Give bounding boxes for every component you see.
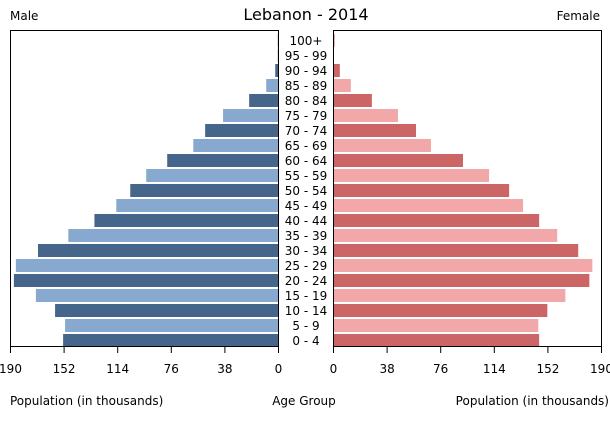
female-bar-0-4 — [333, 334, 540, 347]
male-bar-35-39 — [68, 229, 279, 242]
x-axis-label-center: Age Group — [272, 394, 336, 408]
male-bar-85-89 — [266, 79, 279, 92]
female-bar-45-49 — [333, 199, 524, 212]
age-group-label: 0 - 4 — [292, 334, 319, 348]
age-group-label: 80 - 84 — [285, 94, 328, 108]
female-bar-30-34 — [333, 244, 579, 257]
female-tick-label: 76 — [433, 362, 448, 376]
age-group-label: 100+ — [290, 34, 323, 48]
male-tick-label: 152 — [53, 362, 76, 376]
female-bar-35-39 — [333, 229, 558, 242]
x-axis-label-right: Population (in thousands) — [456, 394, 609, 408]
age-group-label: 60 - 64 — [285, 154, 328, 168]
age-group-label: 5 - 9 — [292, 319, 319, 333]
male-bar-15-19 — [35, 289, 279, 302]
male-bar-40-44 — [94, 214, 279, 227]
male-bar-70-74 — [205, 124, 279, 137]
male-bar-10-14 — [55, 304, 279, 317]
age-group-label: 25 - 29 — [285, 259, 328, 273]
male-bar-30-34 — [38, 244, 279, 257]
age-group-label: 90 - 94 — [285, 64, 328, 78]
female-bar-50-54 — [333, 184, 510, 197]
age-group-label: 45 - 49 — [285, 199, 328, 213]
age-group-label: 85 - 89 — [285, 79, 328, 93]
female-bar-40-44 — [333, 214, 540, 227]
female-plot-frame — [333, 30, 602, 347]
male-plot-frame — [10, 30, 279, 347]
female-bar-65-69 — [333, 139, 431, 152]
age-group-label: 10 - 14 — [285, 304, 328, 318]
male-bar-55-59 — [146, 169, 279, 182]
female-bar-75-79 — [333, 109, 398, 122]
female-bar-10-14 — [333, 304, 548, 317]
female-label: Female — [557, 9, 600, 23]
female-bar-70-74 — [333, 124, 417, 137]
male-bar-5-9 — [65, 319, 279, 332]
female-bar-60-64 — [333, 154, 463, 167]
male-label: Male — [10, 9, 38, 23]
chart-title: Lebanon - 2014 — [243, 5, 368, 24]
male-tick-label: 0 — [275, 362, 283, 376]
male-tick-label: 114 — [106, 362, 129, 376]
female-bar-90-94 — [333, 64, 340, 77]
female-bar-5-9 — [333, 319, 539, 332]
age-group-label: 35 - 39 — [285, 229, 328, 243]
male-bar-20-24 — [13, 274, 279, 287]
female-bar-25-29 — [333, 259, 593, 272]
x-axis-label-left: Population (in thousands) — [10, 394, 163, 408]
male-bar-0-4 — [63, 334, 279, 347]
female-tick-label: 0 — [330, 362, 338, 376]
male-bar-75-79 — [223, 109, 279, 122]
age-group-label: 50 - 54 — [285, 184, 328, 198]
male-tick-label: 190 — [0, 362, 22, 376]
female-bar-85-89 — [333, 79, 351, 92]
male-bar-65-69 — [193, 139, 279, 152]
age-group-label: 55 - 59 — [285, 169, 328, 183]
female-tick-label: 152 — [536, 362, 559, 376]
female-tick-label: 38 — [379, 362, 394, 376]
male-tick-label: 38 — [217, 362, 232, 376]
female-bar-80-84 — [333, 94, 372, 107]
female-bar-20-24 — [333, 274, 590, 287]
age-group-label: 75 - 79 — [285, 109, 328, 123]
male-bar-50-54 — [130, 184, 279, 197]
male-bar-90-94 — [275, 64, 279, 77]
age-group-label: 95 - 99 — [285, 49, 328, 63]
age-group-label: 40 - 44 — [285, 214, 328, 228]
female-bar-55-59 — [333, 169, 490, 182]
age-group-label: 20 - 24 — [285, 274, 328, 288]
age-group-label: 65 - 69 — [285, 139, 328, 153]
age-group-label: 30 - 34 — [285, 244, 328, 258]
female-bar-15-19 — [333, 289, 566, 302]
male-bar-80-84 — [249, 94, 279, 107]
female-tick-label: 190 — [590, 362, 610, 376]
female-tick-label: 114 — [483, 362, 506, 376]
age-group-label: 70 - 74 — [285, 124, 328, 138]
male-bar-25-29 — [15, 259, 279, 272]
age-group-label: 15 - 19 — [285, 289, 328, 303]
male-bar-45-49 — [116, 199, 279, 212]
male-bar-60-64 — [167, 154, 279, 167]
male-tick-label: 76 — [164, 362, 179, 376]
